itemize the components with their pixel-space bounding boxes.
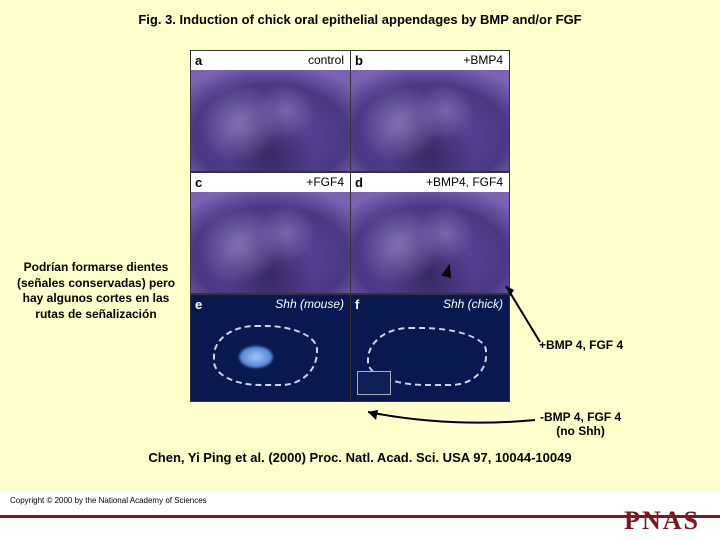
panel-letter-d: d: [355, 175, 363, 190]
footer-divider: [0, 515, 720, 518]
panel-cond-d: +BMP4, FGF4: [426, 175, 503, 189]
annotation-right-2: -BMP 4, FGF 4 (no Shh): [540, 410, 621, 439]
arrow-icon: [441, 262, 454, 278]
panel-cond-f: Shh (chick): [443, 297, 503, 311]
annotation-right-1: +BMP 4, FGF 4: [535, 336, 627, 354]
panel-cond-a: control: [308, 53, 344, 67]
pnas-logo: PNAS: [624, 506, 700, 536]
figure-title: Fig. 3. Induction of chick oral epitheli…: [0, 0, 720, 27]
panel-letter-c: c: [195, 175, 202, 190]
figure-grid: a control b +BMP4 c +FGF4 d +BMP4, FGF4 …: [190, 50, 510, 402]
inset-icon: [357, 371, 391, 395]
citation: Chen, Yi Ping et al. (2000) Proc. Natl. …: [0, 450, 720, 465]
panel-b: b +BMP4: [350, 51, 509, 171]
panel-cond-e: Shh (mouse): [275, 297, 344, 311]
panel-cond-b: +BMP4: [463, 53, 503, 67]
panel-row-1: a control b +BMP4: [190, 50, 510, 172]
panel-d: d +BMP4, FGF4: [350, 173, 509, 293]
panel-e: e Shh (mouse): [191, 295, 350, 401]
panel-letter-a: a: [195, 53, 202, 68]
panel-letter-e: e: [195, 297, 202, 312]
footer: Copyright © 2000 by the National Academy…: [0, 492, 720, 540]
panel-f: f Shh (chick): [350, 295, 509, 401]
panel-letter-f: f: [355, 297, 359, 312]
annotation-right-2-line1: -BMP 4, FGF 4: [540, 410, 621, 424]
shh-signal-spot: [239, 346, 273, 368]
panel-row-3: e Shh (mouse) f Shh (chick): [190, 294, 510, 402]
arrow-line-2: [360, 400, 540, 430]
panel-c: c +FGF4: [191, 173, 350, 293]
annotation-right-2-line2: (no Shh): [556, 424, 605, 438]
annotation-left: Podrían formarse dientes (señales conser…: [10, 260, 182, 322]
panel-letter-b: b: [355, 53, 363, 68]
copyright-text: Copyright © 2000 by the National Academy…: [10, 496, 207, 505]
panel-row-2: c +FGF4 d +BMP4, FGF4: [190, 172, 510, 294]
panel-cond-c: +FGF4: [306, 175, 344, 189]
panel-a: a control: [191, 51, 350, 171]
